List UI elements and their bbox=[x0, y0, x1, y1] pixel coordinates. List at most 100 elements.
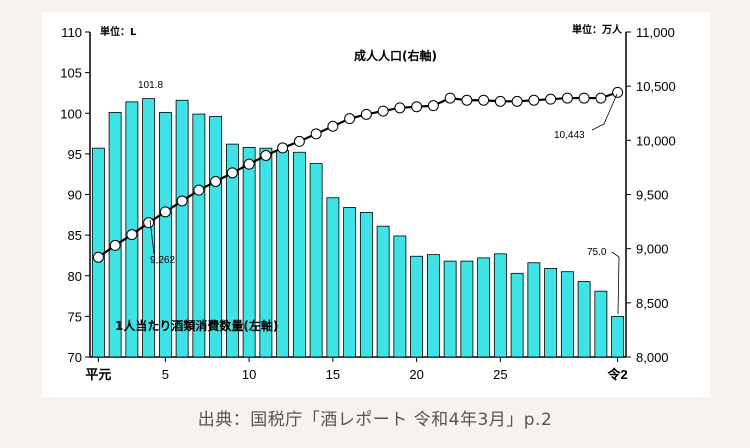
right-tick-label: 8,000 bbox=[636, 350, 669, 365]
x-tick-label: 10 bbox=[242, 367, 256, 382]
left-tick-label: 105 bbox=[60, 66, 82, 81]
line-point bbox=[226, 167, 238, 179]
line-point bbox=[427, 100, 439, 112]
left-tick-label: 75 bbox=[68, 309, 82, 324]
line-point bbox=[327, 120, 339, 132]
bar bbox=[242, 146, 256, 358]
line-series bbox=[92, 86, 624, 263]
line-point bbox=[193, 184, 205, 196]
line-point bbox=[528, 94, 540, 106]
line-point bbox=[511, 95, 523, 107]
bar bbox=[225, 143, 239, 358]
bar bbox=[493, 253, 507, 358]
bar bbox=[611, 315, 625, 358]
x-tick-label: 5 bbox=[162, 367, 169, 382]
line-point bbox=[411, 101, 423, 113]
bar bbox=[544, 268, 558, 358]
line-point bbox=[494, 95, 506, 107]
bar bbox=[192, 113, 206, 358]
left-tick-label: 100 bbox=[60, 106, 82, 121]
bar bbox=[276, 150, 290, 358]
bar bbox=[577, 281, 591, 358]
bar bbox=[343, 207, 357, 358]
line-point bbox=[92, 251, 104, 263]
tick-labels: 7075808590951001051108,0008,5009,0009,50… bbox=[60, 25, 675, 382]
x-tick-label: 令2 bbox=[608, 367, 628, 382]
bar-peak-label: 101.8 bbox=[138, 80, 163, 91]
left-tick-label: 95 bbox=[68, 147, 82, 162]
left-tick-label: 70 bbox=[68, 350, 82, 365]
line-point bbox=[210, 176, 222, 187]
bar-last-label: 75.0 bbox=[587, 247, 607, 258]
bar bbox=[326, 197, 340, 358]
bar bbox=[158, 112, 172, 358]
bar bbox=[510, 272, 524, 358]
line-point bbox=[394, 102, 406, 114]
line-point bbox=[545, 93, 557, 105]
bar bbox=[309, 163, 323, 358]
line-last-label: 10,443 bbox=[554, 130, 585, 141]
bar bbox=[560, 271, 574, 358]
line-point bbox=[126, 229, 138, 241]
left-tick-label: 90 bbox=[68, 188, 82, 203]
line-point bbox=[377, 105, 389, 117]
line-point bbox=[344, 113, 356, 125]
bar-series bbox=[91, 98, 625, 358]
x-tick-label: 25 bbox=[493, 367, 507, 382]
right-tick-label: 9,000 bbox=[636, 242, 669, 257]
right-tick-label: 11,000 bbox=[636, 25, 675, 40]
bar bbox=[426, 254, 440, 358]
bar-last-leader bbox=[611, 251, 620, 258]
bar bbox=[393, 235, 407, 358]
line-point bbox=[612, 86, 624, 98]
right-unit-label: 単位：万人 bbox=[572, 23, 623, 36]
right-tick-label: 10,000 bbox=[636, 133, 676, 148]
x-tick-label: 20 bbox=[409, 367, 423, 382]
line-point bbox=[243, 158, 255, 170]
line-point bbox=[478, 94, 490, 106]
bar bbox=[292, 151, 306, 358]
line-last-leader-up bbox=[603, 93, 618, 125]
right-tick-label: 9,500 bbox=[636, 188, 669, 203]
x-tick-label: 15 bbox=[326, 367, 340, 382]
left-tick-label: 85 bbox=[68, 228, 82, 243]
bar bbox=[443, 260, 457, 358]
line-point bbox=[461, 94, 473, 106]
left-unit-label: 単位：L bbox=[100, 25, 137, 38]
bar bbox=[477, 257, 491, 358]
bar bbox=[527, 262, 541, 358]
line-point bbox=[260, 150, 272, 161]
bar bbox=[259, 147, 273, 358]
right-tick-label: 10,500 bbox=[636, 79, 676, 94]
line-point bbox=[109, 239, 121, 251]
x-tick-label: 平元 bbox=[85, 367, 111, 382]
line-point bbox=[143, 217, 155, 229]
line-point bbox=[444, 92, 456, 104]
right-tick-label: 8,500 bbox=[636, 296, 669, 311]
line-point bbox=[310, 128, 322, 140]
bar bbox=[209, 116, 223, 358]
left-tick-label: 80 bbox=[68, 269, 82, 284]
line-point bbox=[293, 135, 305, 147]
line-point bbox=[578, 92, 590, 104]
bar bbox=[410, 255, 424, 358]
bar bbox=[108, 112, 122, 358]
left-tick-label: 110 bbox=[61, 25, 82, 40]
source-caption: 出典：国税庁「酒レポート 令和4年3月」p.2 bbox=[197, 410, 553, 430]
bar bbox=[359, 211, 373, 358]
bar bbox=[594, 290, 608, 358]
line-first-leader bbox=[149, 219, 155, 255]
line-point bbox=[561, 92, 573, 104]
line-point bbox=[595, 92, 607, 104]
bar bbox=[376, 225, 390, 358]
bar-last-leader-down bbox=[617, 256, 620, 315]
chart-card: 70 75 80 85 90 95 100 105 110 8,000 8,500 9,000 9,50… bbox=[42, 12, 710, 397]
line-last-leader bbox=[591, 123, 605, 131]
consumption-chart: 7075808590951001051108,0008,5009,0009,50… bbox=[60, 23, 675, 382]
bar-series-label: 1人当たり酒類消費数量(左軸) bbox=[115, 318, 278, 333]
bar bbox=[460, 260, 474, 358]
line-point bbox=[176, 195, 188, 207]
line-point bbox=[360, 108, 372, 120]
line-point bbox=[277, 142, 289, 154]
bar bbox=[175, 99, 189, 358]
